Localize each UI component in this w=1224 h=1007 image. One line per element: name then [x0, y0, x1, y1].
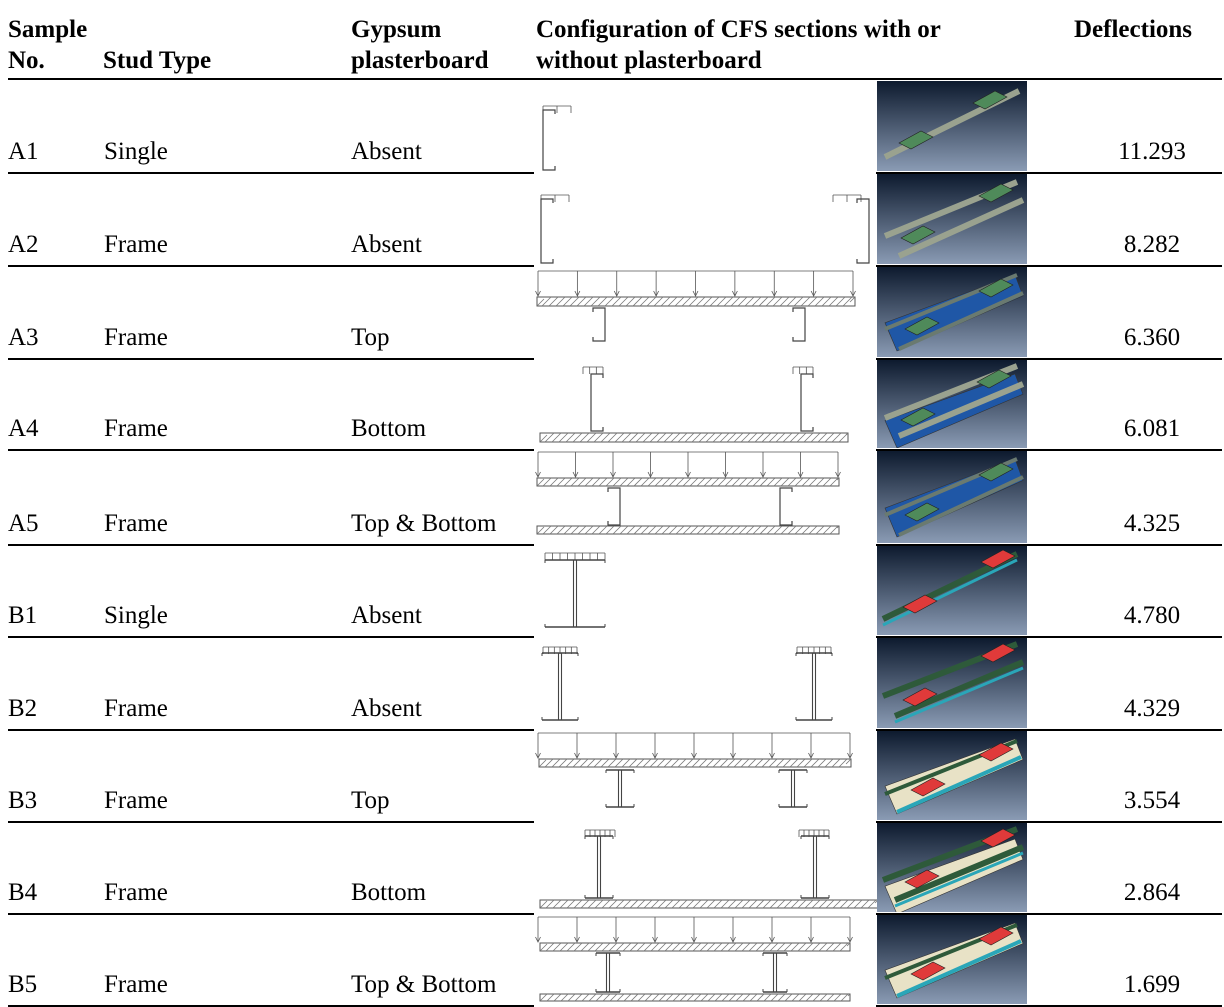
gypsum-position: Absent [351, 231, 422, 258]
gypsum-position: Absent [351, 602, 422, 629]
row-rule [876, 172, 1222, 174]
row-rule [8, 265, 534, 267]
sample-number: B4 [8, 879, 38, 906]
stud-type: Frame [104, 324, 168, 351]
header-sample-line1: Sample [8, 16, 88, 43]
model-image [877, 731, 1027, 820]
model-image [877, 174, 1027, 264]
model-image [877, 823, 1027, 912]
deflection-value: 2.864 [1123, 879, 1181, 906]
section-diagram [540, 194, 870, 264]
row-rule [8, 636, 534, 638]
deflection-value: 6.081 [1123, 415, 1181, 442]
row-rule [876, 1005, 1222, 1007]
row-rule [876, 821, 1222, 823]
section-diagram [539, 829, 879, 909]
gypsum-position: Bottom [351, 415, 427, 442]
section-diagram [539, 366, 849, 443]
deflection-value: 11.293 [1118, 138, 1186, 165]
model-image [877, 360, 1027, 448]
deflection-value: 4.325 [1123, 510, 1181, 537]
section-diagram [535, 451, 841, 535]
gypsum-position: Bottom [351, 879, 427, 906]
stud-type: Frame [104, 510, 168, 537]
model-image [877, 267, 1027, 357]
gypsum-position: Absent [351, 695, 422, 722]
model-image [877, 915, 1027, 1004]
row-rule [876, 729, 1222, 731]
header-sample-line2: No. [8, 47, 45, 74]
sample-number: B2 [8, 695, 38, 722]
model-image [877, 451, 1027, 543]
row-rule [8, 544, 534, 546]
gypsum-position: Top [351, 324, 390, 351]
header-config-line2: without plasterboard [536, 47, 762, 74]
row-rule [876, 358, 1222, 360]
row-rule [876, 636, 1222, 638]
deflection-value: 8.282 [1123, 231, 1181, 258]
gypsum-position: Absent [351, 138, 422, 165]
sample-number: B3 [8, 787, 38, 814]
sample-number: A1 [8, 138, 39, 165]
stud-type: Frame [104, 415, 168, 442]
sample-number: A4 [8, 415, 39, 442]
stud-type: Single [104, 138, 168, 165]
row-rule [8, 449, 534, 451]
sample-number: B1 [8, 602, 38, 629]
deflection-value: 4.329 [1123, 695, 1181, 722]
sample-number: B5 [8, 971, 38, 998]
section-diagram [535, 732, 853, 808]
row-rule [876, 449, 1222, 451]
section-diagram [542, 105, 572, 171]
row-rule [8, 821, 534, 823]
section-diagram [535, 270, 856, 342]
deflection-value: 1.699 [1123, 971, 1181, 998]
row-rule [876, 265, 1222, 267]
stud-type: Single [104, 602, 168, 629]
stud-type: Frame [104, 879, 168, 906]
deflection-value: 3.554 [1123, 787, 1181, 814]
stud-type: Frame [104, 971, 168, 998]
sample-number: A5 [8, 510, 39, 537]
stud-type: Frame [104, 231, 168, 258]
stud-type: Frame [104, 695, 168, 722]
gypsum-position: Top & Bottom [351, 971, 497, 998]
section-diagram [544, 552, 606, 628]
header-config-line1: Configuration of CFS sections with or [536, 16, 941, 43]
row-rule [8, 172, 534, 174]
section-diagram [541, 646, 833, 721]
row-rule [876, 913, 1222, 915]
model-image [877, 81, 1027, 171]
row-rule [876, 544, 1222, 546]
deflection-value: 4.780 [1123, 602, 1181, 629]
deflection-value: 6.360 [1123, 324, 1181, 351]
gypsum-position: Top [351, 787, 390, 814]
header-deflections: Deflections [1074, 16, 1193, 43]
stud-type: Frame [104, 787, 168, 814]
header-gypsum-line2: plasterboard [351, 47, 489, 74]
header-gypsum-line1: Gypsum [351, 16, 442, 43]
model-image [877, 546, 1027, 635]
row-rule [8, 358, 534, 360]
row-rule [8, 729, 534, 731]
row-rule [8, 1005, 534, 1007]
row-rule [8, 913, 534, 915]
sample-number: A3 [8, 324, 39, 351]
section-diagram [535, 916, 853, 1002]
header-rule [8, 78, 1222, 80]
sample-number: A2 [8, 231, 39, 258]
model-image [877, 638, 1027, 728]
gypsum-position: Top & Bottom [351, 510, 497, 537]
header-stud-type: Stud Type [103, 47, 212, 74]
